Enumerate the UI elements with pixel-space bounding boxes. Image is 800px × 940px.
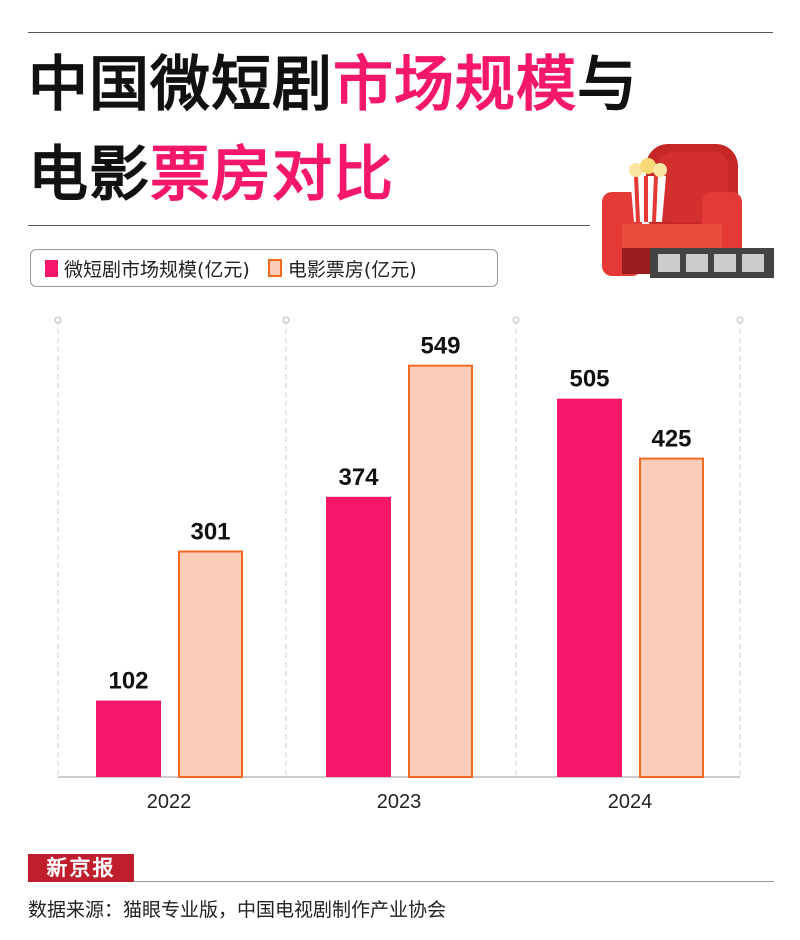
footer-rule — [134, 881, 774, 882]
x-tick-label: 2022 — [147, 791, 192, 813]
gridline-cap — [54, 316, 62, 324]
title-highlight: 市场规模 — [333, 50, 577, 120]
data-label: 425 — [651, 426, 691, 453]
title-rule — [28, 225, 590, 226]
legend: 微短剧市场规模(亿元) 电影票房(亿元) — [30, 249, 498, 287]
bar-box-office — [639, 457, 704, 778]
data-label: 505 — [569, 366, 609, 393]
data-label: 301 — [190, 518, 230, 545]
gridline-cap — [736, 316, 744, 324]
title-part: 中国微短剧 — [28, 50, 333, 120]
x-tick-label: 2023 — [377, 791, 422, 813]
logo-xinjingbao: 新京报 — [28, 854, 134, 882]
title-part: 与 — [577, 50, 638, 120]
gridline-cap — [282, 316, 290, 324]
title-highlight: 票房对比 — [150, 140, 394, 210]
bar-chart: 2022 102 301 2023 374 549 2024 505 425 — [54, 316, 744, 813]
source-note: 数据来源：猫眼专业版，中国电视剧制作产业协会 — [28, 899, 447, 921]
title-line-1: 中国微短剧市场规模与 — [28, 55, 638, 115]
data-label: 102 — [108, 668, 148, 695]
title-part: 电影 — [28, 140, 150, 210]
title-line-2: 电影票房对比 — [28, 145, 394, 205]
legend-label-box-office: 电影票房(亿元) — [287, 258, 417, 281]
bar-box-office — [408, 364, 473, 778]
top-rule — [28, 32, 773, 33]
x-tick-label: 2024 — [608, 791, 653, 813]
bar-short-drama — [326, 496, 391, 777]
legend-swatch-box-office — [267, 259, 282, 277]
data-label: 549 — [420, 333, 460, 360]
bar-short-drama — [557, 398, 622, 777]
cinema-seat-popcorn-icon — [602, 144, 774, 278]
bar-box-office — [178, 550, 243, 778]
bar-short-drama — [96, 700, 161, 777]
gridline-cap — [512, 316, 520, 324]
data-label: 374 — [338, 464, 379, 491]
legend-swatch-short-drama — [45, 259, 58, 277]
legend-label-short-drama: 微短剧市场规模(亿元) — [64, 258, 250, 281]
